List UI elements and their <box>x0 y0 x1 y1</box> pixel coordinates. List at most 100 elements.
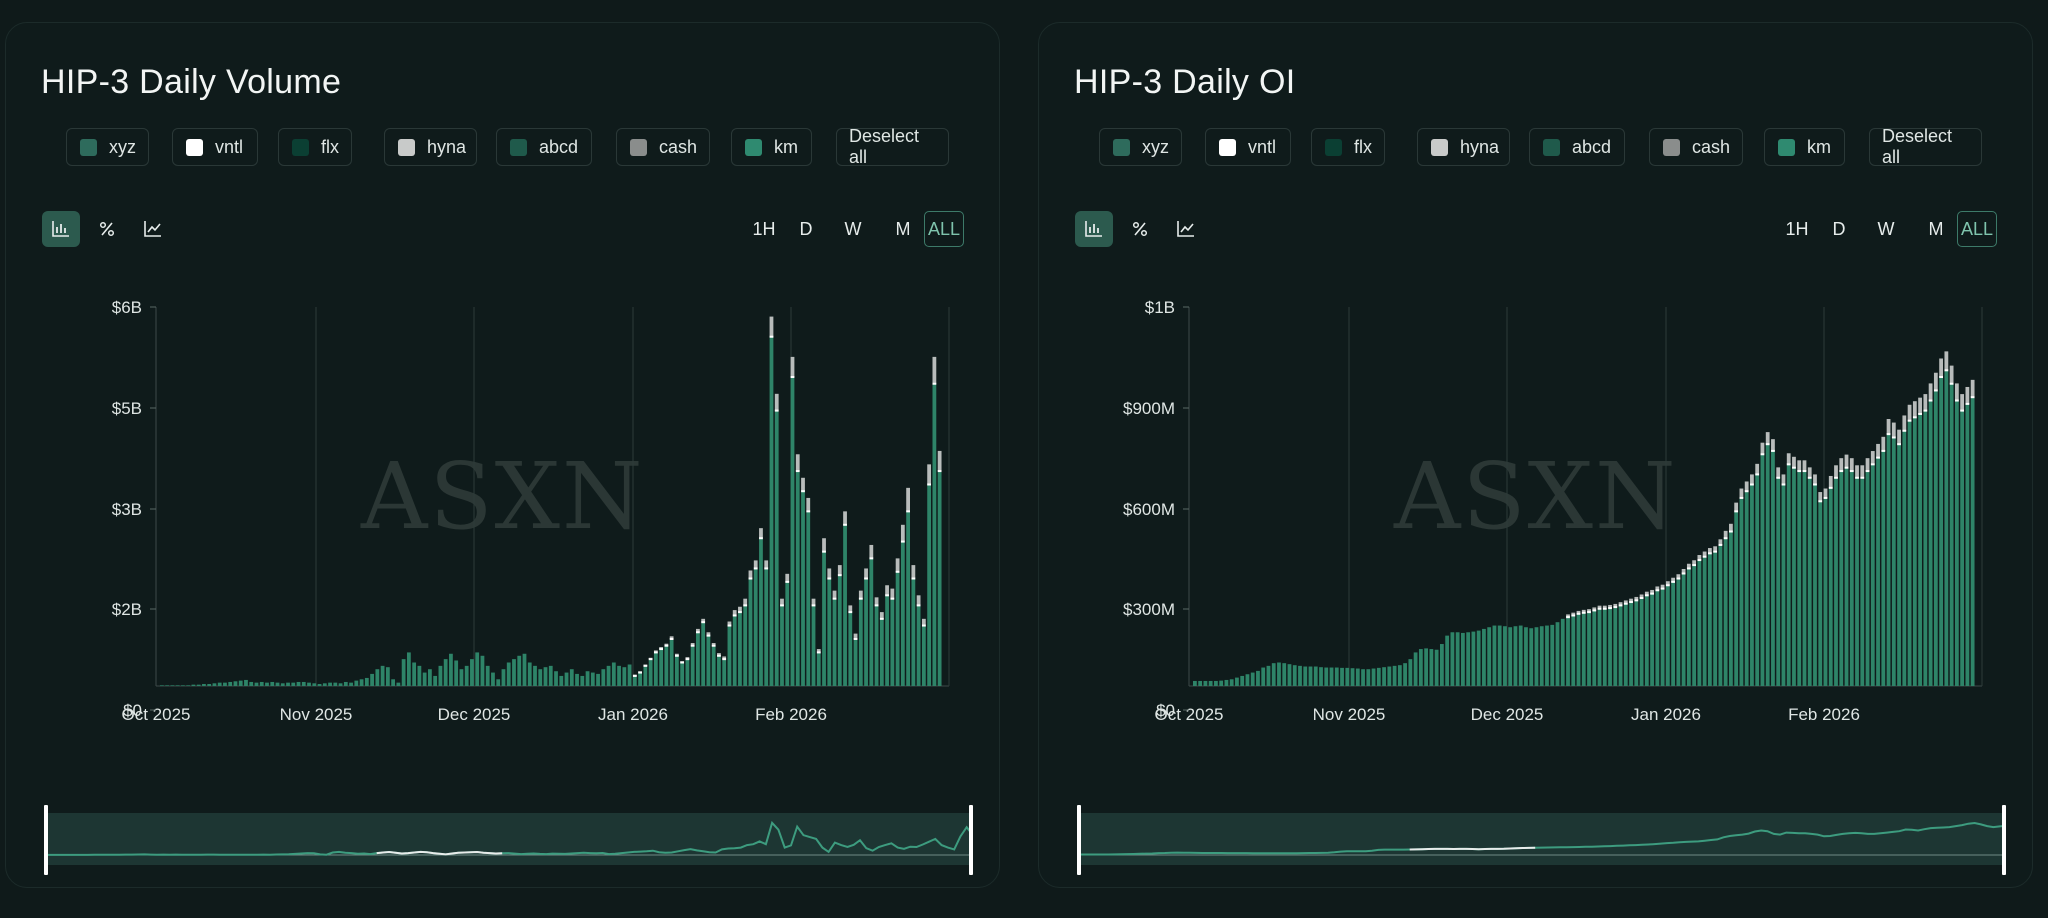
bar <box>1208 680 1213 686</box>
bar-segment-gray <box>1855 465 1859 478</box>
bar <box>1729 531 1733 686</box>
bar <box>160 685 164 686</box>
bar-segment-white <box>1834 476 1838 479</box>
legend-item-vntl[interactable]: vntl <box>1205 128 1291 166</box>
bar-segment-gray <box>879 612 884 619</box>
bar-segment-white <box>1849 470 1854 473</box>
bar <box>1734 511 1739 686</box>
line-chart-icon[interactable] <box>1167 211 1205 247</box>
range-start-handle[interactable] <box>1077 805 1081 875</box>
percent-icon[interactable] <box>1121 211 1159 247</box>
legend-item-hyna[interactable]: hyna <box>1417 128 1510 166</box>
volume-range-navigator[interactable] <box>44 805 974 875</box>
bar-segment-white <box>1623 602 1628 605</box>
range-end-handle[interactable] <box>969 805 973 875</box>
bar-segment-gray <box>669 636 674 639</box>
bar-segment-white <box>1891 436 1896 439</box>
bar-segment-white <box>885 594 889 597</box>
legend-item-vntl[interactable]: vntl <box>172 128 258 166</box>
bar-segment-gray <box>1792 456 1796 468</box>
bar-segment-gray <box>1723 530 1728 539</box>
bar-segment-gray <box>1681 568 1686 574</box>
bar <box>1534 627 1539 686</box>
bar-segment-gray <box>1718 539 1723 545</box>
bar <box>1382 667 1386 686</box>
bar-segment-gray <box>1933 372 1938 391</box>
bar-segment-gray <box>1713 546 1718 552</box>
timeframe-d-button[interactable]: D <box>1832 218 1846 239</box>
timeframe-w-button[interactable]: W <box>1877 218 1895 239</box>
bar-segment-white <box>1750 483 1754 486</box>
bar-segment-gray <box>1818 492 1823 502</box>
bar-segment-white <box>674 654 679 657</box>
bar-segment-gray <box>921 618 926 626</box>
bar-segment-gray <box>1865 458 1870 472</box>
legend-item-xyz[interactable]: xyz <box>1099 128 1182 166</box>
bar <box>191 684 196 686</box>
bar-chart-icon[interactable] <box>1075 211 1113 247</box>
line-chart-icon[interactable] <box>134 211 172 247</box>
bar <box>1455 632 1460 686</box>
bar-chart-icon[interactable] <box>42 211 80 247</box>
bar-segment-gray <box>1944 351 1949 371</box>
bar-segment-gray <box>1729 523 1733 532</box>
timeframe-w-button[interactable]: W <box>844 218 862 239</box>
legend-item-xyz[interactable]: xyz <box>66 128 149 166</box>
bar <box>827 578 832 686</box>
bar <box>669 638 674 686</box>
timeframe-m-button[interactable]: M <box>895 218 911 239</box>
timeframe-d-button[interactable]: D <box>799 218 813 239</box>
bar-segment-white <box>1729 530 1733 533</box>
bar <box>1397 665 1402 686</box>
bar-segment-gray <box>738 606 742 613</box>
bar-segment-white <box>1592 609 1597 612</box>
bar <box>590 672 595 686</box>
deselect-all-button[interactable]: Deselect all <box>1869 126 1982 167</box>
timeframe-1h-button[interactable]: 1H <box>1785 218 1809 239</box>
bar-segment-gray <box>1581 609 1586 613</box>
oi-range-navigator[interactable] <box>1077 805 2007 875</box>
bar-segment-gray <box>1707 548 1712 554</box>
bar <box>1476 630 1481 686</box>
legend-label: flx <box>321 136 339 157</box>
bar-segment-white <box>711 644 716 647</box>
bar-segment-gray <box>927 464 932 485</box>
legend-item-abcd[interactable]: abcd <box>1529 128 1625 166</box>
bar <box>480 655 485 686</box>
bar <box>911 578 916 686</box>
percent-icon[interactable] <box>88 211 126 247</box>
timeframe-all-button[interactable]: ALL <box>924 211 964 247</box>
bar <box>1555 622 1560 686</box>
bar <box>1765 444 1770 686</box>
legend-item-km[interactable]: km <box>731 128 812 166</box>
bar-segment-white <box>890 597 895 600</box>
range-end-handle[interactable] <box>2002 805 2006 875</box>
legend-item-cash[interactable]: cash <box>1649 128 1743 166</box>
timeframe-m-button[interactable]: M <box>1928 218 1944 239</box>
timeframe-all-button[interactable]: ALL <box>1957 211 1997 247</box>
bar <box>228 681 233 686</box>
legend-item-hyna[interactable]: hyna <box>384 128 477 166</box>
bar-segment-white <box>706 634 711 637</box>
legend-item-abcd[interactable]: abcd <box>496 128 592 166</box>
bar <box>1797 471 1802 686</box>
bar <box>780 605 784 686</box>
bar-segment-white <box>1734 510 1739 513</box>
bar-segment-white <box>879 617 884 620</box>
bar <box>837 575 842 686</box>
range-start-handle[interactable] <box>44 805 48 875</box>
deselect-all-button[interactable]: Deselect all <box>836 126 949 167</box>
timeframe-1h-button[interactable]: 1H <box>752 218 776 239</box>
bar <box>1960 410 1965 686</box>
legend-item-flx[interactable]: flx <box>1311 128 1385 166</box>
bar <box>611 662 616 686</box>
bar-segment-gray <box>1592 607 1597 611</box>
bar <box>1429 649 1434 686</box>
bar-segment-white <box>1818 500 1823 503</box>
bar-segment-white <box>1776 476 1781 479</box>
legend-item-flx[interactable]: flx <box>278 128 352 166</box>
bar-segment-gray <box>748 570 753 579</box>
legend-item-km[interactable]: km <box>1764 128 1845 166</box>
legend-item-cash[interactable]: cash <box>616 128 710 166</box>
bar <box>470 659 474 686</box>
